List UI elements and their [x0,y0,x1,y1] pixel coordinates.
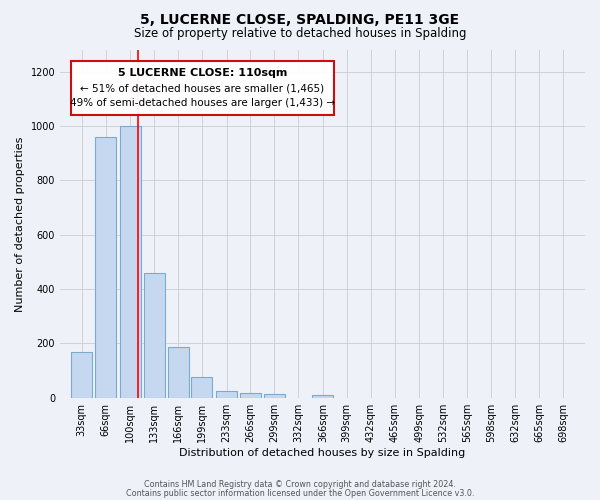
X-axis label: Distribution of detached houses by size in Spalding: Distribution of detached houses by size … [179,448,466,458]
Bar [167,348,188,398]
Bar [191,378,212,398]
FancyBboxPatch shape [71,61,334,115]
Bar [240,393,261,398]
Text: Contains HM Land Registry data © Crown copyright and database right 2024.: Contains HM Land Registry data © Crown c… [144,480,456,489]
Text: Contains public sector information licensed under the Open Government Licence v3: Contains public sector information licen… [126,488,474,498]
Bar [216,391,237,398]
Bar [71,352,92,398]
Bar [264,394,285,398]
Text: ← 51% of detached houses are smaller (1,465): ← 51% of detached houses are smaller (1,… [80,83,325,93]
Text: 5, LUCERNE CLOSE, SPALDING, PE11 3GE: 5, LUCERNE CLOSE, SPALDING, PE11 3GE [140,12,460,26]
Bar [143,273,164,398]
Y-axis label: Number of detached properties: Number of detached properties [15,136,25,312]
Text: 5 LUCERNE CLOSE: 110sqm: 5 LUCERNE CLOSE: 110sqm [118,68,287,78]
Bar [95,137,116,398]
Text: 49% of semi-detached houses are larger (1,433) →: 49% of semi-detached houses are larger (… [70,98,335,108]
Text: Size of property relative to detached houses in Spalding: Size of property relative to detached ho… [134,28,466,40]
Bar [313,395,334,398]
Bar [120,126,141,398]
